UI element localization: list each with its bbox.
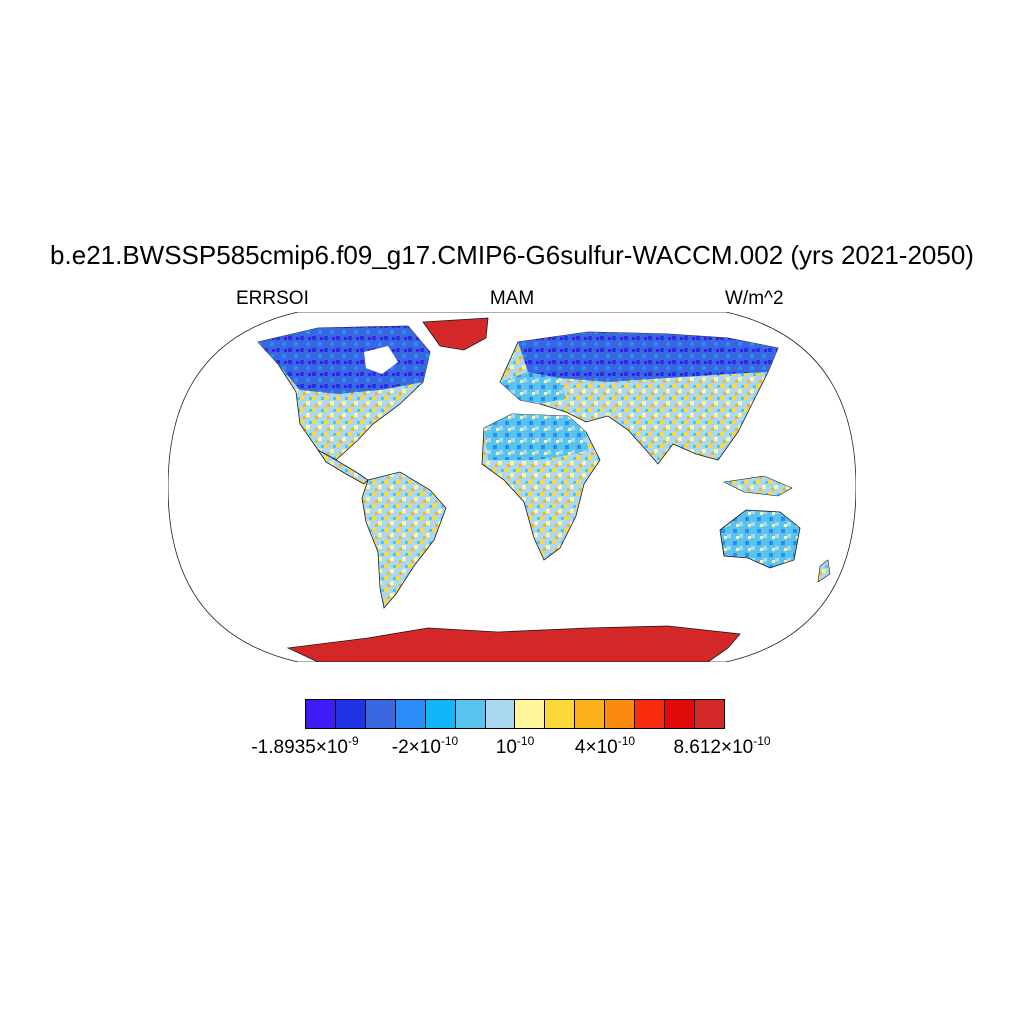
land-australia <box>719 509 801 569</box>
colorbar-swatch-7 <box>515 700 546 728</box>
colorbar-tick-3: 4×10-10 <box>574 734 636 758</box>
colorbar-swatch-10 <box>605 700 636 728</box>
colorbar-swatch-12 <box>665 700 695 728</box>
colorbar-swatch-5 <box>455 700 486 728</box>
colorbar-tick-2: 10-10 <box>495 734 535 758</box>
colorbar-swatch-6 <box>485 700 516 728</box>
hudson-bay <box>364 346 398 374</box>
plot-title: b.e21.BWSSP585cmip6.f09_g17.CMIP6-G6sulf… <box>50 240 974 270</box>
colorbar-tick-0: -1.8935×10-9 <box>251 734 359 758</box>
colorbar-swatch-8 <box>545 700 576 728</box>
land-sahara <box>484 414 588 460</box>
map-border <box>168 312 856 662</box>
colorbar-tick-1: -2×10-10 <box>391 734 459 758</box>
land-north-america-north <box>258 326 430 394</box>
land-central-america <box>317 449 369 485</box>
land-europe <box>500 372 566 404</box>
land-eurasia-north <box>518 332 778 382</box>
units-label: W/m^2 <box>725 288 784 309</box>
colorbar-swatch-4 <box>425 700 456 728</box>
variable-label: ERRSOI <box>236 288 309 309</box>
colorbar-tick-4: 8.612×10-10 <box>673 734 771 758</box>
colorbar <box>305 699 725 729</box>
land-new-zealand <box>817 559 831 583</box>
land-se-asia-islands <box>723 475 793 497</box>
season-label: MAM <box>489 288 535 309</box>
land-greenland <box>422 317 489 351</box>
colorbar-swatch-11 <box>635 700 666 728</box>
land-south-america <box>361 471 447 609</box>
colorbar-swatch-2 <box>365 700 396 728</box>
colorbar-swatch-0 <box>306 700 336 728</box>
land-antarctica <box>286 625 741 662</box>
colorbar-swatch-3 <box>395 700 426 728</box>
world-map <box>168 312 856 662</box>
colorbar-swatch-13 <box>694 700 724 728</box>
colorbar-swatch-1 <box>335 700 366 728</box>
colorbar-swatch-9 <box>575 700 606 728</box>
